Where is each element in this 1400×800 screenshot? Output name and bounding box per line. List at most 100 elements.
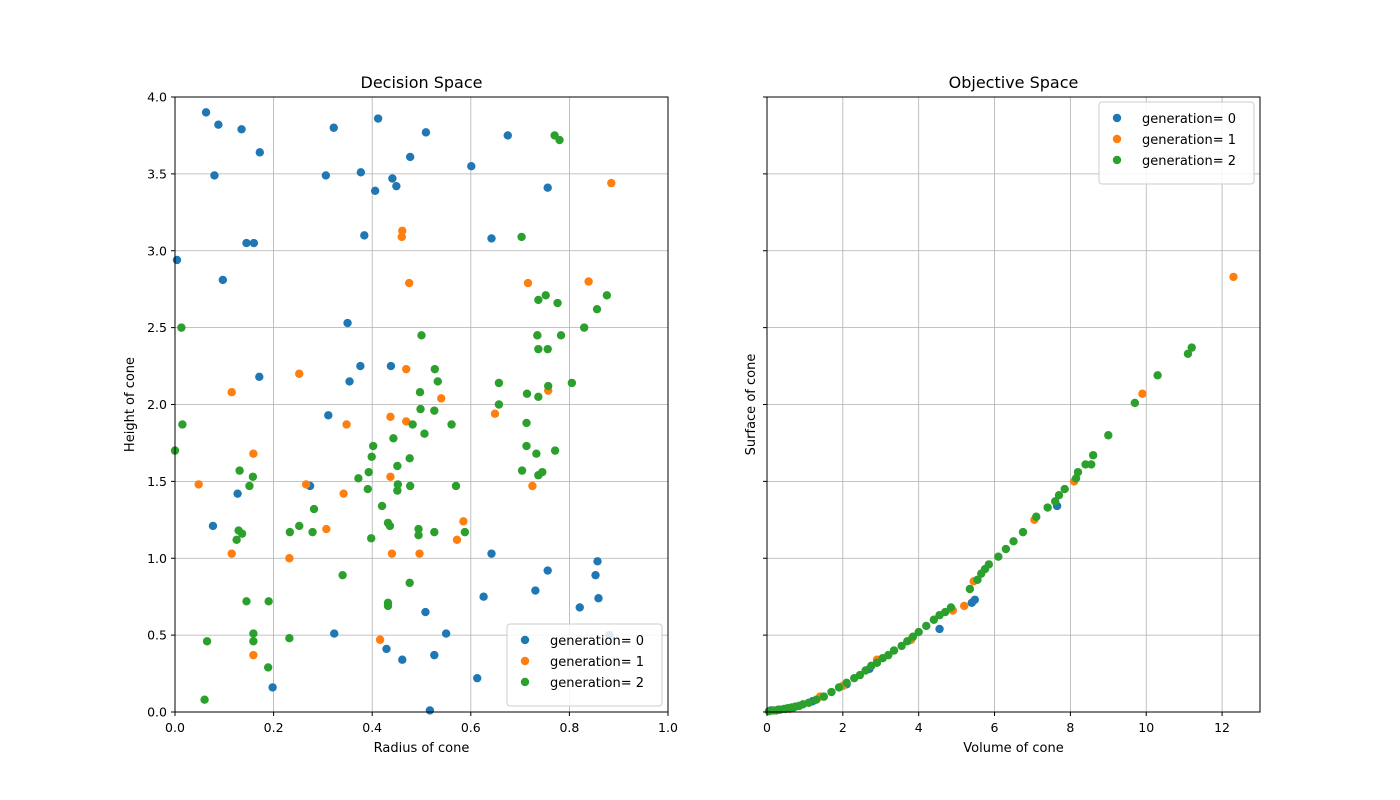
decision-space-point-gen0 <box>487 549 496 558</box>
decision-space-point-gen0 <box>386 361 396 371</box>
decision-space-point-gen2 <box>517 466 527 475</box>
decision-space-point-gen0 <box>382 644 391 654</box>
objective-space-point-gen2 <box>1073 467 1083 477</box>
decision-space-point-gen2 <box>494 378 504 388</box>
objective-space-xtick-label: 2 <box>839 720 847 735</box>
decision-space-point-gen1 <box>404 278 414 288</box>
decision-space-point-gen0 <box>249 238 259 248</box>
decision-space-point-gen0 <box>421 128 431 137</box>
decision-space-point-gen2 <box>263 663 273 672</box>
objective-space-points <box>764 272 1238 716</box>
decision-space-point-gen2 <box>553 298 562 308</box>
decision-space-point-gen0 <box>479 592 488 601</box>
decision-space-point-gen1 <box>285 554 294 563</box>
decision-space-point-gen1 <box>584 277 593 286</box>
decision-space-point-gen2 <box>405 454 414 463</box>
objective-space-point-gen1 <box>960 601 969 611</box>
objective-space-point-gen2 <box>819 692 829 701</box>
decision-space-legend-entry: generation= 0 <box>550 634 644 649</box>
decision-space-point-gen2 <box>405 578 414 588</box>
decision-space-point-gen1 <box>386 412 395 421</box>
decision-space-plot: 0.0 0.2 0.4 0.6 0.8 1.0 0.0 0.5 1.0 1.5 2.0 2.5 3.0 3… <box>123 73 678 756</box>
decision-space-xlabel: Radius of cone <box>374 741 470 756</box>
decision-space-point-gen0 <box>321 171 331 180</box>
decision-space-point-gen2 <box>242 597 251 606</box>
objective-space-point-gen2 <box>842 678 851 687</box>
decision-space-point-gen0 <box>543 566 552 575</box>
decision-space-point-gen2 <box>237 529 247 538</box>
decision-space-point-gen2 <box>567 378 577 388</box>
decision-space-point-gen0 <box>268 683 277 692</box>
decision-space-point-gen2 <box>555 135 564 145</box>
decision-space-point-gen1 <box>398 226 407 235</box>
decision-space-point-gen2 <box>367 534 376 543</box>
decision-space-ytick-label: 1.0 <box>147 551 167 566</box>
decision-space-point-gen2 <box>550 446 560 455</box>
decision-space-point-gen0 <box>214 120 223 129</box>
decision-space-point-gen2 <box>364 467 373 477</box>
decision-space-point-gen2 <box>393 486 402 495</box>
decision-space-legend-marker <box>520 656 530 666</box>
decision-space-point-gen0 <box>210 171 219 180</box>
decision-space-point-gen0 <box>360 231 369 240</box>
decision-space-point-gen2 <box>541 291 550 300</box>
decision-space-point-gen2 <box>200 695 209 704</box>
decision-space-point-gen1 <box>301 480 311 489</box>
decision-space-point-gen0 <box>388 174 397 183</box>
decision-space-legend-entry: generation= 1 <box>550 655 644 670</box>
objective-space-point-gen2 <box>884 650 893 660</box>
decision-space-point-gen2 <box>579 323 589 332</box>
decision-space-point-gen1 <box>249 650 258 660</box>
decision-space-point-gen1 <box>322 524 331 534</box>
decision-space-point-gen1 <box>386 472 395 481</box>
decision-space-point-gen2 <box>354 474 363 483</box>
decision-space-point-gen0 <box>593 557 602 566</box>
decision-space-point-gen1 <box>452 535 462 544</box>
decision-space-point-gen0 <box>343 318 352 328</box>
decision-space-point-gen2 <box>544 381 553 391</box>
decision-space-point-gen0 <box>329 123 338 132</box>
decision-space-point-gen2 <box>416 404 425 414</box>
decision-space-point-gen2 <box>367 452 376 461</box>
decision-space-ytick-label: 2.0 <box>147 397 167 412</box>
decision-space-point-gen0 <box>575 603 584 612</box>
decision-space-point-gen2 <box>517 232 526 242</box>
decision-space-point-gen2 <box>249 637 258 646</box>
decision-space-point-gen2 <box>368 441 378 451</box>
objective-space-point-gen2 <box>941 607 950 617</box>
decision-space-point-gen2 <box>308 527 317 537</box>
objective-space-xtick-label: 12 <box>1214 720 1230 735</box>
decision-space-point-gen2 <box>383 601 393 611</box>
decision-space-point-gen0 <box>531 586 540 595</box>
decision-space-point-gen1 <box>227 549 236 558</box>
decision-space-ytick-label: 3.5 <box>147 166 167 181</box>
objective-space-ticks: 0 2 4 6 8 10 12 <box>763 96 1230 735</box>
decision-space-points <box>170 108 616 715</box>
decision-space-point-gen2 <box>264 597 273 606</box>
decision-space-point-gen2 <box>534 295 543 305</box>
objective-space-point-gen1 <box>1229 272 1238 282</box>
objective-space-point-gen2 <box>946 603 956 612</box>
decision-space-point-gen2 <box>522 441 531 451</box>
decision-space-point-gen1 <box>397 232 406 242</box>
decision-space-point-gen2 <box>592 304 602 314</box>
decision-space-point-gen2 <box>295 521 304 531</box>
objective-space-point-gen2 <box>1060 484 1069 494</box>
objective-space-point-gen0 <box>935 624 944 634</box>
objective-space-point-gen2 <box>1153 371 1162 380</box>
decision-space-point-gen1 <box>437 394 446 403</box>
decision-space-point-gen0 <box>324 411 333 420</box>
decision-space-point-gen0 <box>591 570 600 580</box>
objective-space-point-gen1 <box>1138 389 1147 398</box>
decision-space-xtick-label: 1.0 <box>658 720 678 735</box>
decision-space-point-gen2 <box>414 530 423 540</box>
decision-space-point-gen2 <box>405 481 415 491</box>
decision-space-legend-marker <box>520 635 530 645</box>
decision-space-point-gen0 <box>473 673 482 683</box>
objective-space-ylabel: Surface of cone <box>744 354 759 456</box>
decision-space-point-gen2 <box>417 331 426 340</box>
objective-space-xtick-label: 10 <box>1138 720 1154 735</box>
decision-space-point-gen0 <box>370 186 380 195</box>
decision-space-point-gen2 <box>393 480 403 489</box>
